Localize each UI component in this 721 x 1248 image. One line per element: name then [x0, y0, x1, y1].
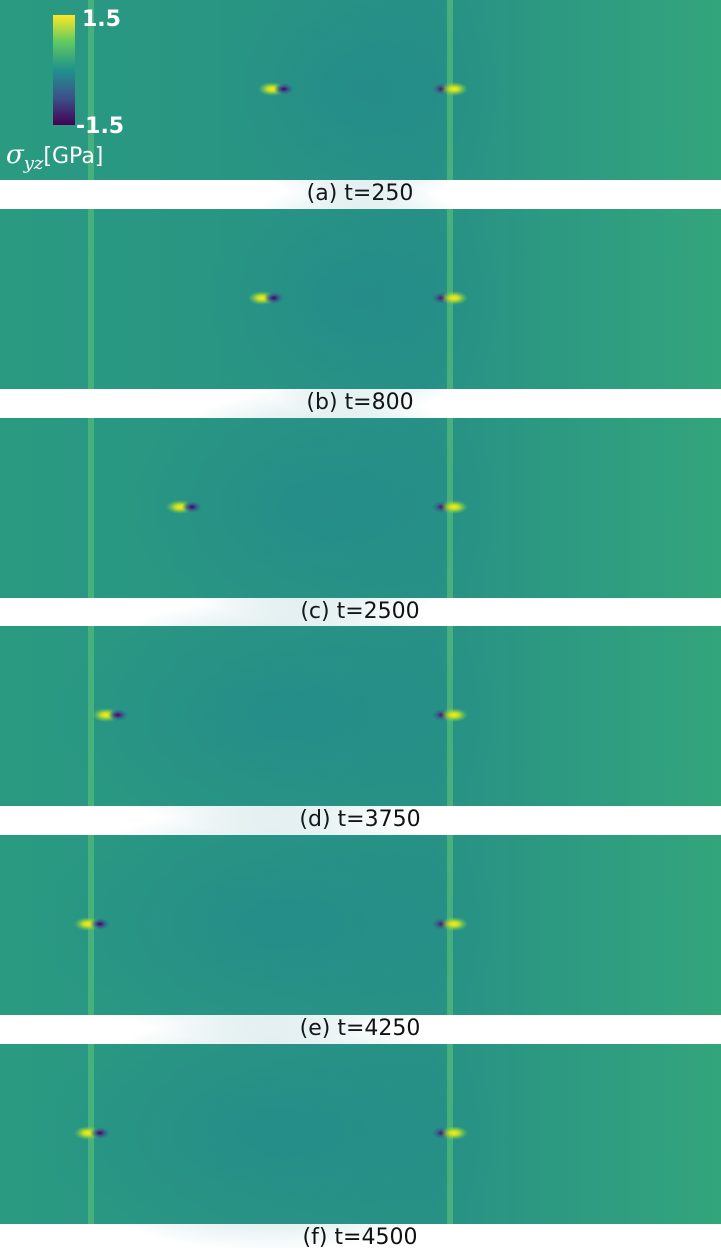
interface-left	[88, 0, 94, 180]
panel-caption: (f) t=4500	[303, 1225, 418, 1248]
panel: (f) t=4500	[0, 1013, 721, 1248]
colorbar: 1.5 -1.5 σyz[GPa]	[6, 7, 124, 174]
stress-shadow	[32, 804, 510, 1044]
stress-shadow	[32, 1013, 510, 1248]
tip-hot	[440, 1126, 468, 1140]
tip-cold	[264, 292, 284, 304]
stress-shadow	[50, 595, 510, 835]
tip-hot	[440, 500, 468, 514]
tip-hot	[440, 708, 468, 722]
tip-cold	[108, 709, 128, 721]
panel: (d) t=3750	[0, 595, 721, 835]
panel: (e) t=4250	[0, 804, 721, 1044]
label-subscript: yz	[23, 153, 44, 174]
label-symbol: σ	[6, 140, 25, 170]
colorbar-gradient	[53, 15, 75, 125]
colorbar-label: σyz[GPa]	[6, 140, 103, 174]
tip-cold	[90, 1127, 110, 1139]
colorbar-min: -1.5	[76, 114, 124, 139]
stress-shadow	[124, 387, 510, 627]
tip-cold	[182, 501, 202, 513]
label-unit: [GPa]	[43, 144, 103, 169]
stress-shadow	[206, 178, 510, 418]
tip-hot	[440, 291, 468, 305]
interface-left	[88, 209, 94, 389]
stress-shadow	[216, 0, 510, 209]
tip-cold	[274, 83, 294, 95]
panel: (c) t=2500	[0, 387, 721, 627]
panel: (b) t=800	[0, 178, 721, 418]
interface-left	[88, 418, 94, 598]
tip-cold	[90, 918, 110, 930]
colorbar-max: 1.5	[82, 7, 121, 32]
tip-hot	[440, 82, 468, 96]
tip-hot	[440, 917, 468, 931]
interface-left	[88, 626, 94, 806]
